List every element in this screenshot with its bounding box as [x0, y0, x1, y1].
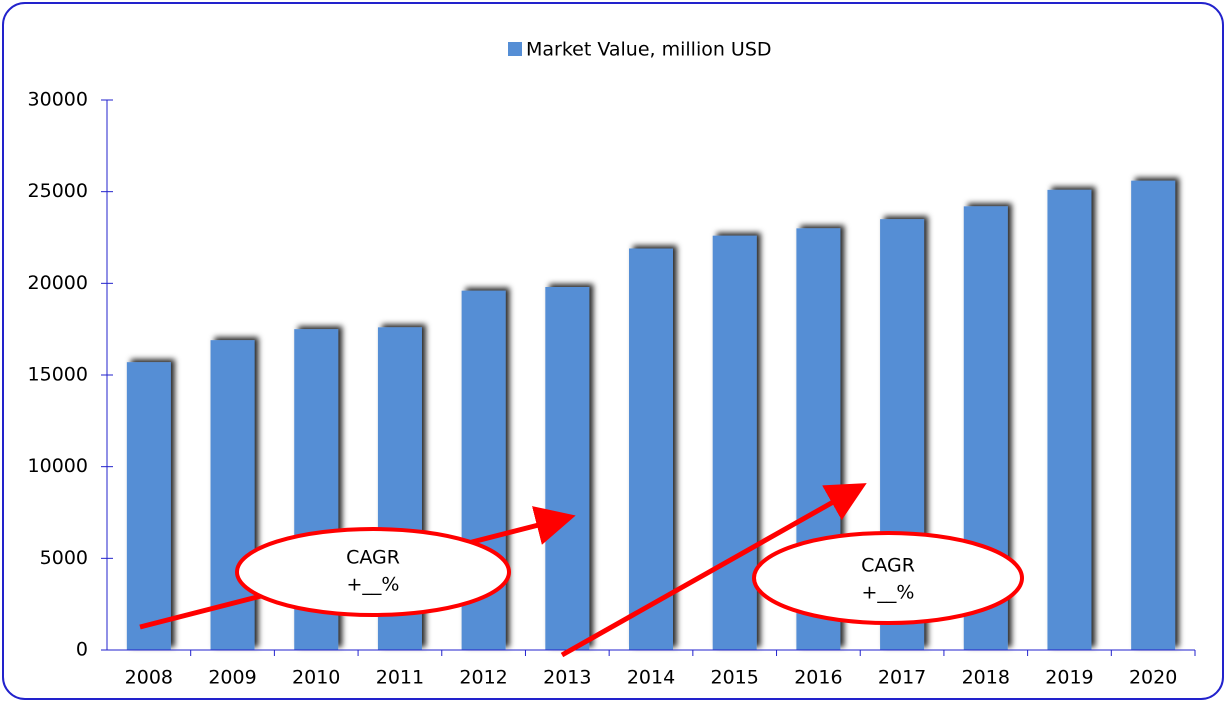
x-tick-label: 2015: [711, 667, 759, 689]
x-tick-label: 2017: [878, 667, 926, 689]
annotations: CAGR +__% CAGR +__%: [139, 483, 1024, 658]
bar: [126, 362, 171, 650]
y-tick-label: 20000: [28, 272, 88, 294]
cagr-bubble: [235, 527, 511, 617]
x-tick-label: 2010: [292, 667, 340, 689]
bar: [1047, 189, 1092, 651]
x-tick-label: 2011: [376, 667, 424, 689]
arrow: [560, 483, 867, 658]
annotation-text: +__%: [347, 574, 400, 596]
x-tick-label: 2018: [962, 667, 1010, 689]
x-tick-label: 2020: [1129, 667, 1177, 689]
annotation-text: CAGR: [861, 555, 915, 577]
bar: [545, 287, 590, 650]
x-tick-label: 2013: [543, 667, 591, 689]
plot-area: 0 5000 10000 15000 20000 25000 30000 2008 2009 20…: [28, 89, 1196, 689]
bar: [712, 235, 757, 650]
x-tick-label: 2016: [794, 667, 842, 689]
x-tick-label: 2012: [459, 667, 507, 689]
x-tick-label: 2014: [627, 667, 675, 689]
x-tick-label: 2008: [125, 667, 173, 689]
bar: [1131, 180, 1176, 650]
legend-label: Market Value, million USD: [526, 39, 772, 61]
x-tick-label: 2009: [208, 667, 256, 689]
bar: [629, 248, 673, 650]
y-tick-label: 10000: [28, 455, 88, 477]
y-tick-label: 25000: [28, 180, 88, 202]
x-tick-label: 2019: [1045, 667, 1093, 689]
cagr-bubble: [752, 531, 1024, 625]
annotation-text: CAGR: [346, 547, 400, 569]
y-tick-label: 0: [76, 639, 88, 661]
y-tick-label: 5000: [40, 547, 88, 569]
legend-swatch: [508, 42, 522, 56]
y-tick-label: 15000: [28, 364, 88, 386]
y-tick-label: 30000: [28, 89, 88, 111]
annotation-text: +__%: [862, 582, 915, 604]
